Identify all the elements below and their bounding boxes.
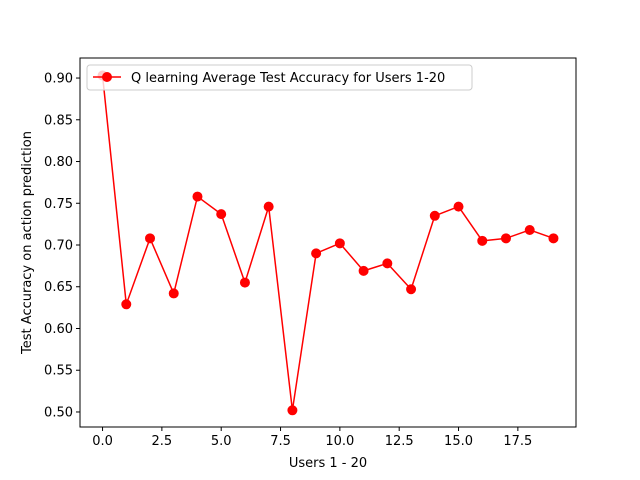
x-axis: 0.0 2.5 5.0 7.5 10.0 12.5 15.0 17.5 bbox=[92, 427, 532, 449]
data-point bbox=[216, 209, 227, 220]
series-line bbox=[101, 75, 554, 412]
data-point bbox=[311, 248, 322, 259]
data-point bbox=[358, 265, 369, 276]
y-tick-label: 0.80 bbox=[44, 155, 73, 170]
data-point bbox=[453, 201, 464, 212]
y-tick-label: 0.75 bbox=[44, 197, 73, 212]
data-point bbox=[168, 288, 179, 299]
data-point bbox=[239, 277, 250, 288]
legend-box bbox=[86, 64, 473, 91]
data-point bbox=[192, 191, 203, 202]
axes-frame bbox=[79, 57, 577, 428]
data-point bbox=[334, 238, 345, 249]
x-tick-label: 7.5 bbox=[270, 434, 291, 449]
data-point bbox=[263, 201, 274, 212]
data-point bbox=[548, 233, 559, 244]
data-point bbox=[382, 258, 393, 269]
data-point bbox=[477, 235, 488, 246]
x-tick-label: 15.0 bbox=[444, 434, 473, 449]
legend-marker-sample bbox=[102, 72, 112, 82]
y-axis: 0.50 0.55 0.60 0.65 0.70 0.75 0.80 0.85 0.90 bbox=[44, 72, 80, 420]
legend: Q learning Average Test Accuracy for Use… bbox=[86, 64, 473, 91]
data-point bbox=[429, 210, 440, 221]
y-tick-label: 0.60 bbox=[44, 322, 73, 337]
data-point bbox=[500, 233, 511, 244]
legend-entry-label: Q learning Average Test Accuracy for Use… bbox=[131, 71, 445, 86]
x-tick-label: 2.5 bbox=[152, 434, 173, 449]
y-tick-label: 0.55 bbox=[44, 364, 73, 379]
x-tick-label: 0.0 bbox=[92, 434, 113, 449]
data-point bbox=[145, 233, 156, 244]
data-point bbox=[524, 224, 535, 235]
y-tick-label: 0.50 bbox=[44, 405, 73, 420]
x-axis-label: Users 1 - 20 bbox=[289, 456, 367, 471]
y-tick-label: 0.90 bbox=[44, 72, 73, 87]
data-point bbox=[287, 405, 298, 416]
x-tick-label: 10.0 bbox=[325, 434, 354, 449]
x-tick-label: 17.5 bbox=[503, 434, 532, 449]
data-point bbox=[406, 284, 417, 295]
y-tick-label: 0.70 bbox=[44, 239, 73, 254]
x-tick-label: 12.5 bbox=[385, 434, 414, 449]
x-tick-label: 5.0 bbox=[211, 434, 232, 449]
y-tick-label: 0.85 bbox=[44, 113, 73, 128]
data-point bbox=[121, 299, 132, 310]
y-tick-label: 0.65 bbox=[44, 280, 73, 295]
y-axis-label: Test Accuracy on action prediction bbox=[20, 131, 35, 355]
